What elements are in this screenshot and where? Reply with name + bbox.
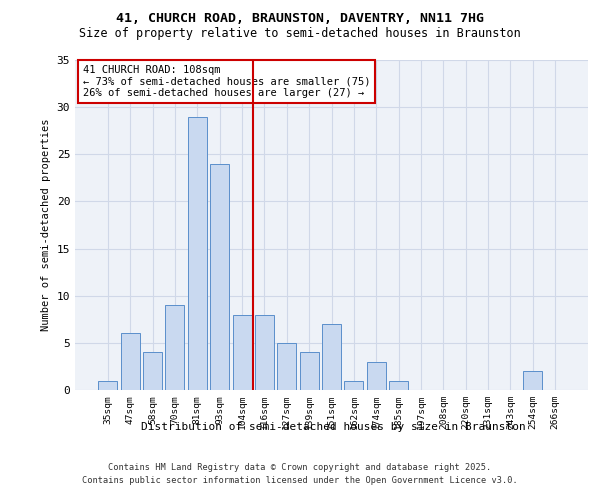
- Bar: [389, 380, 408, 390]
- Text: 41, CHURCH ROAD, BRAUNSTON, DAVENTRY, NN11 7HG: 41, CHURCH ROAD, BRAUNSTON, DAVENTRY, NN…: [116, 12, 484, 26]
- Bar: [233, 314, 251, 390]
- Bar: [367, 362, 386, 390]
- Bar: [98, 380, 118, 390]
- Bar: [322, 324, 341, 390]
- Bar: [143, 352, 162, 390]
- Bar: [166, 305, 184, 390]
- Text: Contains HM Land Registry data © Crown copyright and database right 2025.: Contains HM Land Registry data © Crown c…: [109, 462, 491, 471]
- Bar: [523, 371, 542, 390]
- Text: 41 CHURCH ROAD: 108sqm
← 73% of semi-detached houses are smaller (75)
26% of sem: 41 CHURCH ROAD: 108sqm ← 73% of semi-det…: [83, 65, 370, 98]
- Bar: [255, 314, 274, 390]
- Bar: [277, 343, 296, 390]
- Bar: [344, 380, 364, 390]
- Text: Size of property relative to semi-detached houses in Braunston: Size of property relative to semi-detach…: [79, 28, 521, 40]
- Bar: [188, 116, 207, 390]
- Y-axis label: Number of semi-detached properties: Number of semi-detached properties: [41, 118, 51, 331]
- Bar: [299, 352, 319, 390]
- Bar: [121, 334, 140, 390]
- Text: Contains public sector information licensed under the Open Government Licence v3: Contains public sector information licen…: [82, 476, 518, 485]
- Text: Distribution of semi-detached houses by size in Braunston: Distribution of semi-detached houses by …: [140, 422, 526, 432]
- Bar: [210, 164, 229, 390]
